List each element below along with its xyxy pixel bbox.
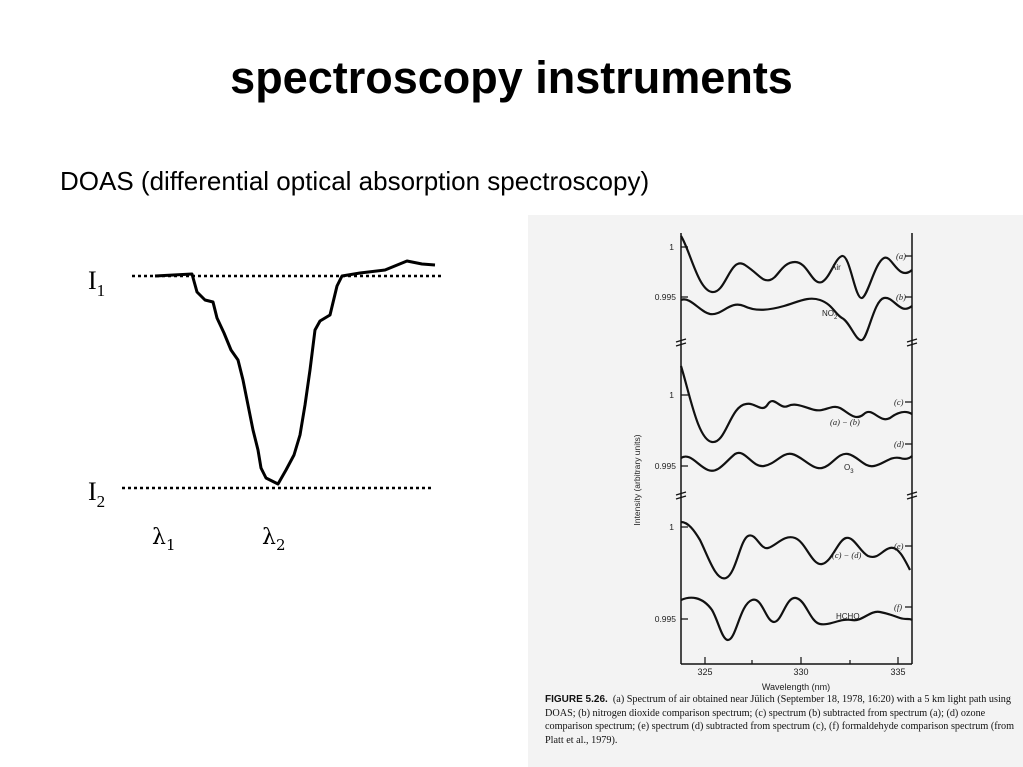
tag-e: (e) [894, 541, 904, 551]
tag-c: (c) [894, 397, 904, 407]
slide-subtitle: DOAS (differential optical absorption sp… [60, 166, 650, 196]
label-air: Air [831, 263, 841, 272]
label-c-minus-d: (c) − (d) [832, 550, 862, 560]
curve-e-c-minus-d [680, 520, 911, 580]
curve-b-no2 [680, 296, 913, 342]
y-tick-0995c: 0.995 [655, 614, 677, 624]
y-tick-1a: 1 [669, 242, 674, 252]
i1-label: I1 [88, 266, 105, 300]
x-tick-335: 335 [890, 667, 905, 677]
x-tick-marks [704, 657, 899, 664]
y-tick-marks [681, 246, 912, 620]
tag-b: (b) [896, 292, 906, 302]
lambda1-label: λ1 [152, 525, 176, 554]
figure-caption: FIGURE 5.26. (a) Spectrum of air obtaine… [545, 693, 1020, 747]
curve-f-hcho [680, 596, 913, 642]
curve-d-o3 [680, 451, 913, 472]
label-hcho: HCHO [836, 612, 860, 621]
y-tick-0995a: 0.995 [655, 292, 677, 302]
x-axis-label: Wavelength (nm) [762, 682, 830, 692]
absorption-curve [154, 259, 436, 486]
caption-text: (a) Spectrum of air obtained near Jülich… [545, 694, 1015, 746]
absorption-line-diagram: I1 I2 λ1 λ2 [88, 259, 442, 554]
axis-break-mark [675, 338, 918, 500]
scanned-figure: 1 0.995 1 0.995 1 0.995 Intensity (arbit… [528, 215, 1023, 767]
slide-title: spectroscopy instruments [230, 52, 793, 103]
caption-head: FIGURE 5.26. [545, 694, 608, 705]
tag-f: (f) [894, 602, 902, 612]
y-tick-1c: 1 [669, 522, 674, 532]
label-a-minus-b: (a) − (b) [830, 417, 860, 427]
lambda2-label: λ2 [262, 525, 286, 554]
label-o3: O3 [844, 463, 854, 475]
x-tick-325: 325 [697, 667, 712, 677]
y-axis-label: Intensity (arbitrary units) [632, 434, 642, 525]
tag-a: (a) [896, 251, 906, 261]
i2-label: I2 [88, 477, 105, 511]
y-tick-0995b: 0.995 [655, 461, 677, 471]
curve-c-a-minus-b [679, 365, 913, 444]
label-no2: NO2 [822, 309, 838, 321]
y-tick-1b: 1 [669, 390, 674, 400]
curve-a-air [680, 235, 913, 300]
x-tick-330: 330 [793, 667, 808, 677]
doas-spectra-figure: 1 0.995 1 0.995 1 0.995 Intensity (arbit… [632, 233, 918, 692]
tag-d: (d) [894, 439, 904, 449]
